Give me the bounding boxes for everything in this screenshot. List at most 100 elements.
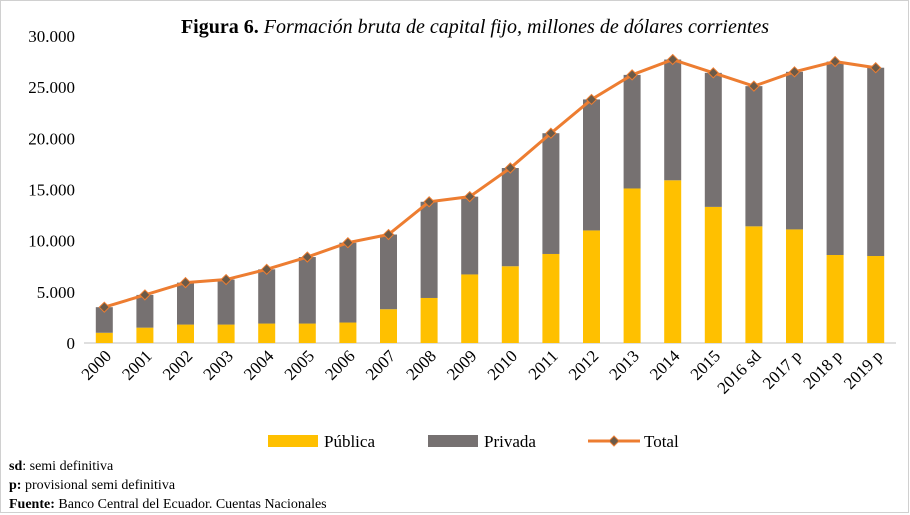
total-marker [545, 127, 557, 139]
x-tick-label: 2004 [240, 346, 278, 384]
x-tick-label: 2011 [525, 346, 562, 383]
bar [461, 274, 479, 343]
total-marker [504, 162, 517, 174]
bar [867, 256, 885, 343]
total-marker [626, 69, 638, 81]
bar [583, 230, 600, 343]
title-label: Figura 6. [180, 16, 259, 38]
x-tick-label: 2012 [565, 346, 602, 383]
bar [501, 168, 519, 267]
y-tick-label: 25.000 [28, 78, 75, 97]
bar [339, 242, 357, 323]
bar [786, 71, 803, 230]
bar [95, 332, 113, 343]
bar [217, 279, 235, 325]
bar [420, 201, 438, 298]
bar [136, 294, 154, 328]
bar [826, 61, 844, 255]
bar [583, 99, 600, 231]
x-tick-label: 2005 [281, 346, 318, 383]
x-tick-label: 2003 [199, 346, 236, 383]
bar [664, 59, 682, 181]
y-tick-label: 10.000 [28, 232, 75, 251]
total-marker [585, 93, 598, 106]
total-marker [382, 228, 395, 241]
bar [380, 309, 397, 343]
bar [623, 188, 641, 343]
total-marker [869, 62, 882, 74]
total-marker [98, 301, 111, 313]
y-tick-label: 15.000 [28, 181, 75, 200]
x-tick-label: 2016 sd [714, 346, 766, 398]
y-tick-label: 5.000 [37, 283, 75, 302]
note-text: : semi definitiva [22, 459, 114, 474]
bar [745, 226, 763, 343]
total-marker [220, 273, 232, 286]
bar [826, 254, 844, 343]
x-tick-label: 2017 p [759, 346, 805, 392]
bar [542, 253, 560, 343]
x-tick-label: 2001 [118, 346, 155, 383]
note-text: provisional semi definitiva [21, 478, 176, 493]
bar [461, 196, 479, 275]
total-marker [301, 251, 314, 263]
x-tick-label: 2002 [159, 346, 196, 383]
total-marker [342, 237, 354, 249]
x-tick-label: 2009 [443, 346, 480, 383]
total-marker [829, 55, 841, 68]
bar [786, 229, 803, 343]
x-tick-label: 2008 [402, 346, 439, 383]
note-term: sd [9, 459, 23, 474]
bar [95, 307, 113, 333]
total-marker [179, 276, 192, 289]
bar [542, 133, 560, 254]
total-marker [463, 190, 476, 203]
bar [339, 322, 357, 343]
total-marker [260, 263, 273, 276]
bar [258, 269, 276, 324]
total-marker [748, 80, 760, 92]
bar [664, 180, 682, 343]
note: p: provisional semi definitiva [9, 476, 327, 495]
y-tick-label: 20.000 [28, 129, 75, 148]
bar [136, 327, 154, 343]
y-tick-label: 0 [67, 334, 76, 353]
x-tick-label: 2014 [646, 346, 684, 384]
legend-label: Privada [484, 432, 536, 451]
x-tick-label: 2010 [484, 346, 521, 383]
bar [380, 234, 397, 310]
legend-marker [608, 435, 620, 447]
x-tick-label: 2000 [78, 346, 115, 383]
y-tick-label: 30.000 [28, 27, 75, 46]
total-marker [666, 53, 679, 66]
bar [177, 282, 194, 325]
legend-swatch [268, 435, 318, 447]
bar [217, 324, 235, 343]
bar [623, 74, 641, 189]
total-line [103, 57, 876, 309]
chart-title: Figura 6. Formación bruta de capital fij… [130, 14, 820, 41]
bar [177, 324, 194, 343]
bar [258, 323, 276, 343]
legend-label: Total [644, 432, 679, 451]
bar [704, 206, 722, 343]
total-marker [423, 196, 435, 208]
x-tick-label: 2007 [362, 346, 400, 384]
x-tick-label: 2006 [321, 346, 358, 383]
note-text: Banco Central del Ecuador. Cuentas Nacio… [54, 497, 327, 512]
legend-label: Pública [324, 432, 375, 451]
legend-swatch [428, 435, 478, 447]
bar [298, 323, 316, 343]
total-marker [707, 67, 720, 79]
bar [704, 72, 722, 207]
bar [501, 266, 519, 343]
title-text: Formación bruta de capital fijo, millone… [263, 16, 770, 38]
note-term: p: [9, 478, 22, 493]
note-term: Fuente: [9, 497, 55, 512]
x-tick-label: 2019 p [840, 346, 886, 392]
bar [867, 67, 885, 257]
notes: sd: semi definitiva p: provisional semi d… [9, 457, 327, 514]
